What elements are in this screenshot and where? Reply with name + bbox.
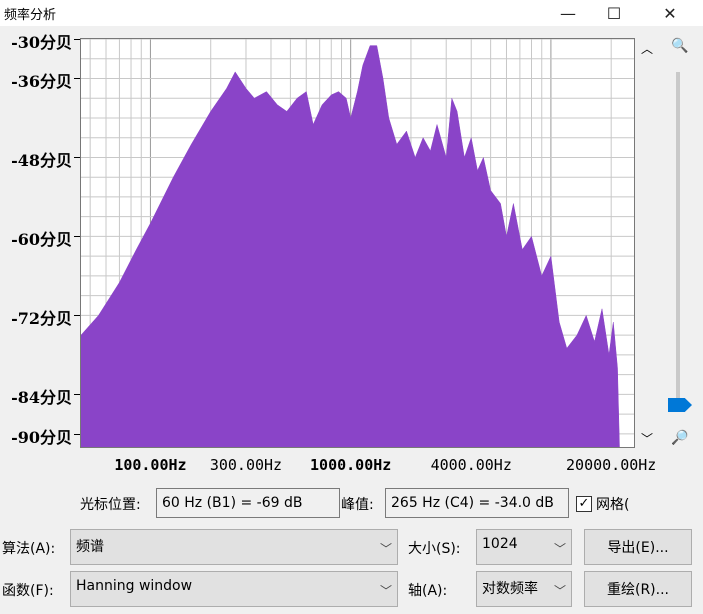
scroll-up-arrow[interactable]: ︿ — [641, 42, 654, 56]
zoom-in-icon: 🔍 — [671, 38, 689, 54]
algorithm-label: 算法(A): — [2, 541, 56, 557]
grid-checkbox[interactable]: ✓ — [576, 496, 592, 512]
y-tick — [74, 236, 80, 238]
x-tick-label: 20000.00Hz — [566, 456, 657, 474]
scroll-up-button[interactable] — [668, 40, 688, 60]
algorithm-select[interactable]: 频谱 ﹀ — [70, 529, 398, 565]
zoom-out-button[interactable]: 🔎 — [670, 428, 690, 448]
x-tick-label: 1000.00Hz — [310, 456, 392, 474]
function-value: Hanning window — [76, 578, 193, 594]
grid-label: 网格( — [596, 497, 630, 513]
y-tick-label: -72分贝 — [11, 309, 72, 329]
size-select[interactable]: 1024 ﹀ — [476, 529, 572, 565]
chevron-down-icon: ﹀ — [553, 542, 566, 556]
close-icon: ✕ — [663, 3, 677, 23]
title-bar: 频率分析 — ☐ ✕ — [0, 0, 703, 26]
window-title: 频率分析 — [4, 8, 57, 23]
axis-label: 轴(A): — [408, 583, 448, 599]
export-button[interactable]: 导出(E)... — [584, 529, 692, 565]
x-tick-label: 300.00Hz — [209, 456, 283, 474]
size-label: 大小(S): — [408, 541, 461, 557]
spectrum-plot[interactable] — [80, 38, 635, 448]
chevron-down-icon: ﹀ — [379, 542, 392, 556]
y-tick — [74, 157, 80, 159]
y-tick — [74, 78, 80, 80]
x-tick-label: 100.00Hz — [114, 456, 187, 474]
y-tick-label: -30分贝 — [11, 33, 72, 52]
y-tick-label: -84分贝 — [11, 388, 72, 408]
algorithm-value: 频谱 — [76, 539, 104, 555]
zoom-out-icon: 🔎 — [671, 430, 689, 446]
axis-value: 对数频率 — [482, 581, 538, 597]
spectrum-chart — [80, 38, 634, 448]
peak-field[interactable]: 265 Hz (C4) = -34.0 dB — [385, 488, 569, 518]
zoom-slider-thumb[interactable] — [668, 398, 692, 412]
y-tick-label: -36分贝 — [11, 72, 72, 92]
peak-label: 峰值: — [341, 497, 374, 513]
y-tick-label: -48分贝 — [11, 151, 72, 171]
close-button[interactable]: ✕ — [647, 0, 693, 26]
y-tick — [74, 315, 80, 317]
chevron-down-icon: ﹀ — [379, 584, 392, 598]
redraw-button[interactable]: 重绘(R)... — [584, 571, 692, 607]
function-select[interactable]: Hanning window ﹀ — [70, 571, 398, 607]
y-tick — [74, 394, 80, 396]
chevron-down-icon: ﹀ — [553, 584, 566, 598]
function-label: 函数(F): — [2, 583, 54, 599]
y-tick-label: -90分贝 — [11, 427, 72, 447]
minimize-button[interactable]: — — [545, 0, 591, 26]
scroll-down-arrow[interactable]: ﹀ — [641, 432, 654, 446]
axis-select[interactable]: 对数频率 ﹀ — [476, 571, 572, 607]
y-tick-label: -60分贝 — [11, 230, 72, 250]
y-tick — [74, 433, 80, 435]
cursor-position-field[interactable]: 60 Hz (B1) = -69 dB — [156, 488, 340, 518]
cursor-position-label: 光标位置: — [80, 497, 141, 513]
size-value: 1024 — [482, 536, 518, 552]
spectrum-area — [80, 45, 620, 448]
zoom-slider-track[interactable] — [676, 72, 680, 412]
maximize-button[interactable]: ☐ — [591, 0, 637, 26]
minimize-icon: — — [560, 3, 576, 23]
y-tick — [74, 39, 80, 40]
x-tick-label: 4000.00Hz — [430, 456, 512, 474]
maximize-icon: ☐ — [606, 3, 622, 23]
zoom-in-button[interactable]: 🔍 — [670, 36, 690, 56]
